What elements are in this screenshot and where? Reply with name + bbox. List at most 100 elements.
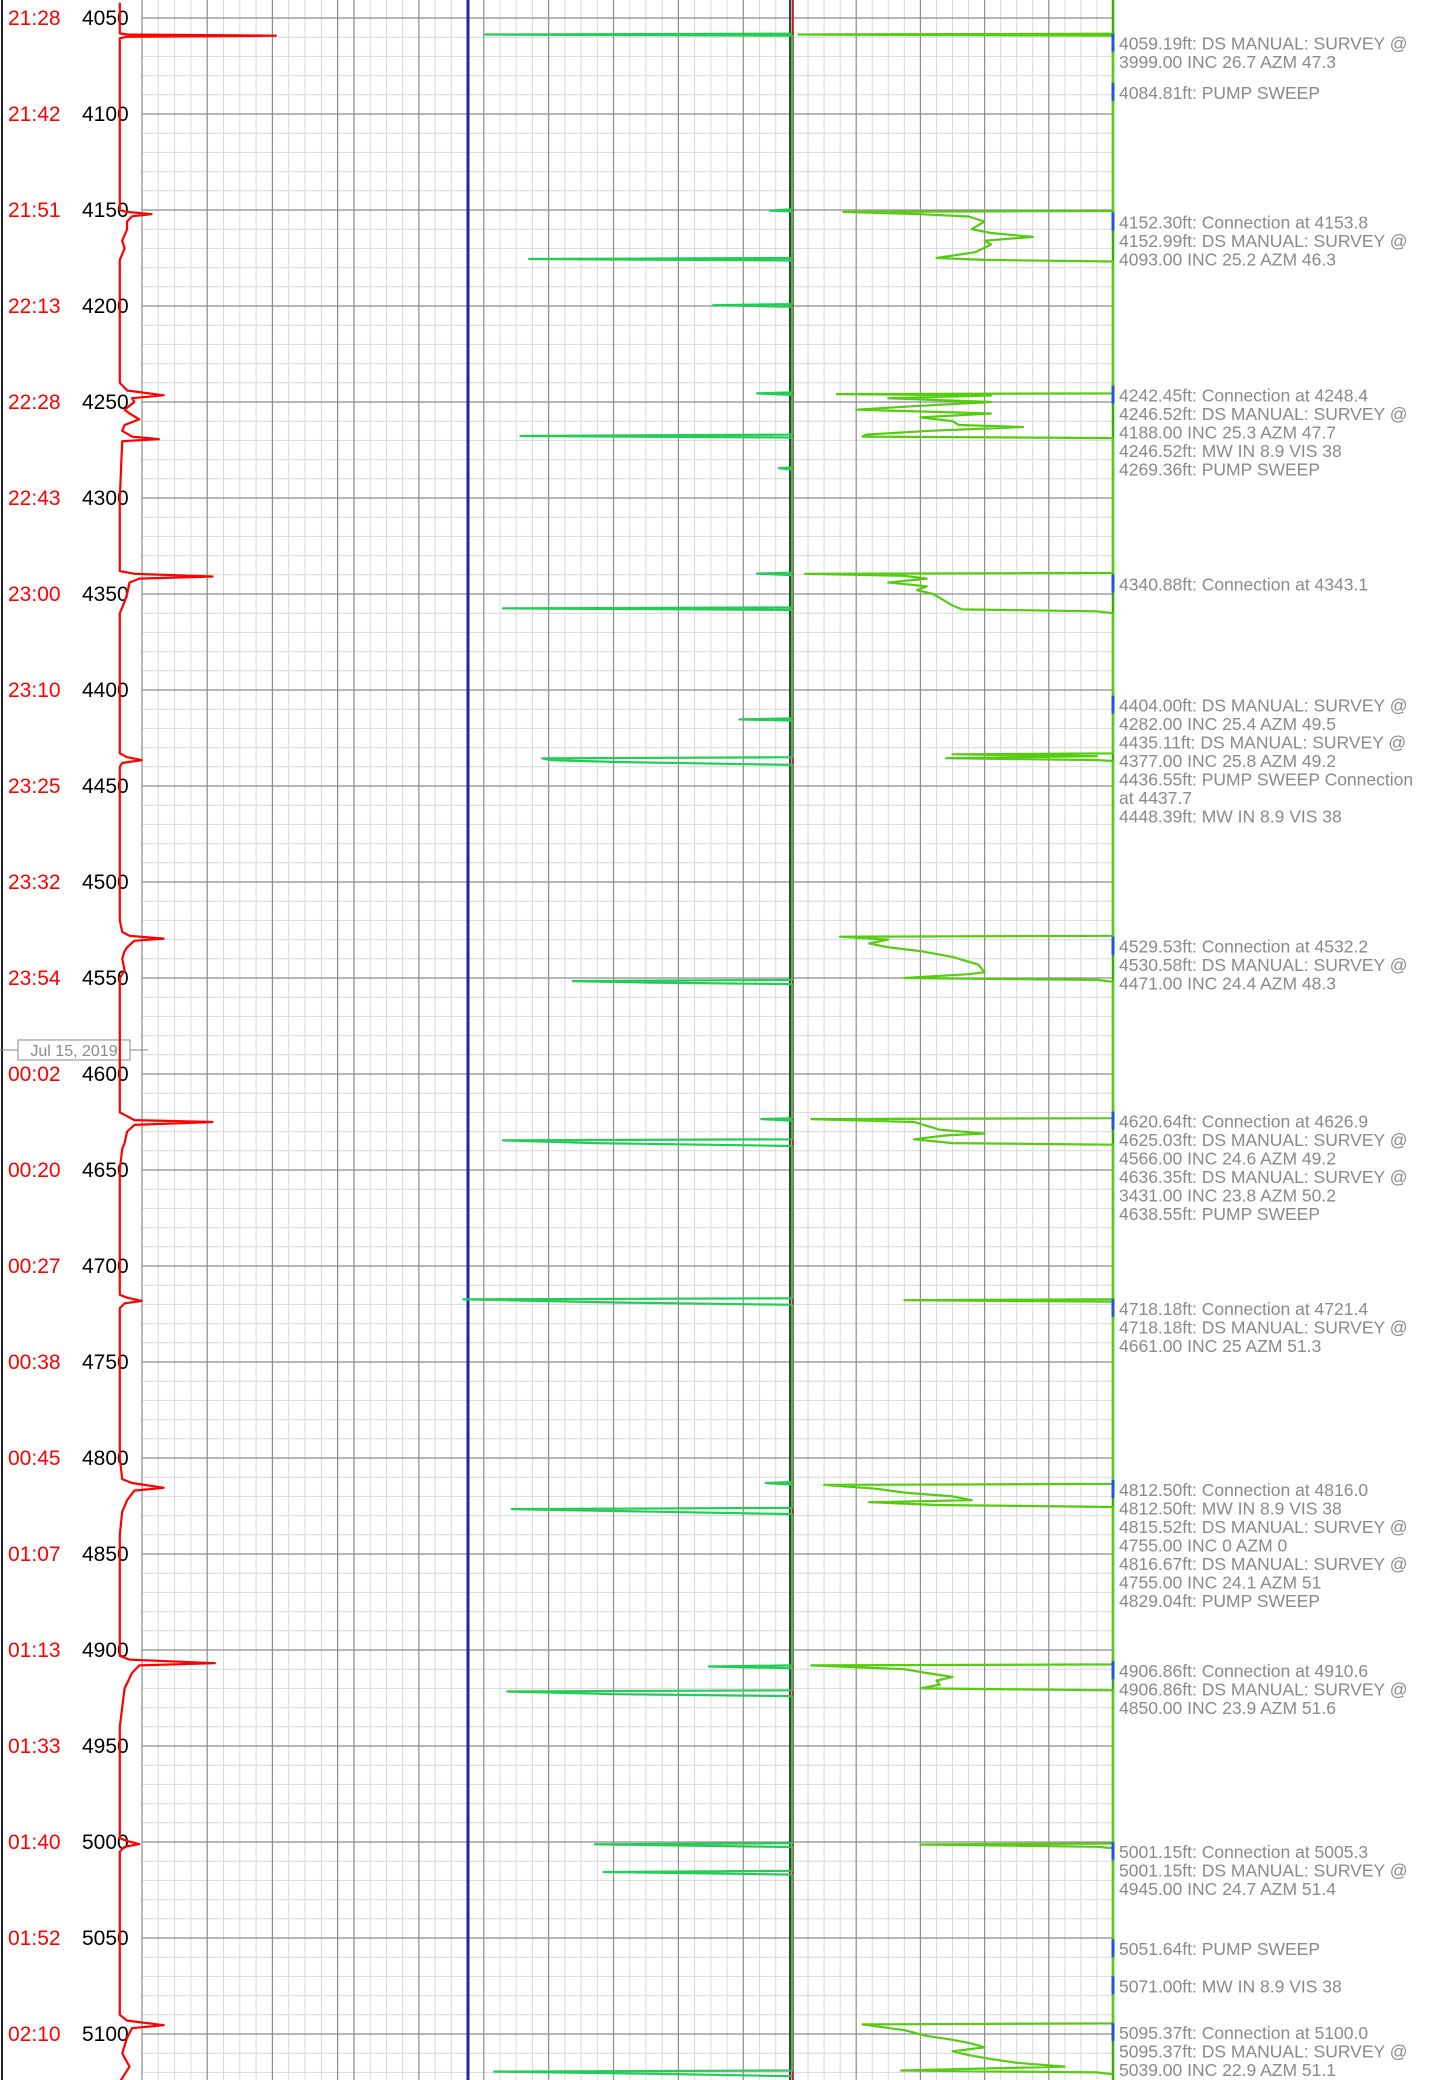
remark-line: 4620.64ft: Connection at 4626.9 (1119, 1112, 1368, 1132)
remark-line: 4945.00 INC 24.7 AZM 51.4 (1119, 1879, 1336, 1899)
time-label: 01:52 (8, 1927, 61, 1950)
time-label: 23:54 (8, 967, 61, 990)
remark-line: 5039.00 INC 22.9 AZM 51.1 (1119, 2060, 1336, 2080)
depth-label: 4200 (82, 295, 129, 318)
remark-line: 4829.04ft: PUMP SWEEP (1119, 1591, 1320, 1611)
remark-line: 4436.55ft: PUMP SWEEP Connection (1119, 770, 1413, 790)
remark-line: 4242.45ft: Connection at 4248.4 (1119, 386, 1368, 406)
depth-label: 4150 (82, 199, 129, 222)
remarks-column: 4059.19ft: DS MANUAL: SURVEY @3999.00 IN… (1111, 33, 1413, 2080)
depth-label: 5050 (82, 1927, 129, 1950)
remark-line: 4152.30ft: Connection at 4153.8 (1119, 212, 1368, 232)
time-label: 00:45 (8, 1447, 61, 1470)
remark-line: 4906.86ft: Connection at 4910.6 (1119, 1661, 1368, 1681)
time-label: 01:07 (8, 1543, 61, 1566)
remark-line: 4093.00 INC 25.2 AZM 46.3 (1119, 249, 1336, 269)
remark-line: 5051.64ft: PUMP SWEEP (1119, 1939, 1320, 1959)
time-label: 22:13 (8, 295, 61, 318)
track-borders (1, 0, 1115, 2080)
time-label: 23:00 (8, 583, 61, 606)
remark-line: 4282.00 INC 25.4 AZM 49.5 (1119, 714, 1336, 734)
depth-label: 4500 (82, 871, 129, 894)
depth-label: 4450 (82, 775, 129, 798)
time-label: 22:43 (8, 487, 61, 510)
depth-time-labels: 21:28 4050 21:42 4100 21:51 4150 22:13 4200 22:2… (8, 7, 129, 2046)
remark-line: 4850.00 INC 23.9 AZM 51.6 (1119, 1698, 1336, 1718)
track1-curve (118, 2, 277, 2080)
depth-label: 4300 (82, 487, 129, 510)
remark-line: 4530.58ft: DS MANUAL: SURVEY @ (1119, 955, 1408, 975)
remark-line: 3431.00 INC 23.8 AZM 50.2 (1119, 1186, 1336, 1206)
depth-label: 4600 (82, 1063, 129, 1086)
time-label: 02:10 (8, 2023, 61, 2046)
time-label: 00:27 (8, 1255, 61, 1278)
date-marker-label: Jul 15, 2019 (30, 1043, 117, 1060)
remark-line: 4471.00 INC 24.4 AZM 48.3 (1119, 974, 1336, 994)
remark-line: 4638.55ft: PUMP SWEEP (1119, 1204, 1320, 1224)
track2-curve (462, 32, 794, 2078)
remark-line: at 4437.7 (1119, 788, 1192, 808)
remark-line: 4566.00 INC 24.6 AZM 49.2 (1119, 1149, 1336, 1169)
major-grid (141, 0, 1114, 2080)
depth-label: 4750 (82, 1351, 129, 1374)
remark-line: 4188.00 INC 25.3 AZM 47.7 (1119, 423, 1336, 443)
time-label: 21:28 (8, 7, 61, 30)
remark-line: 4404.00ft: DS MANUAL: SURVEY @ (1119, 696, 1408, 716)
remark-line: 4816.67ft: DS MANUAL: SURVEY @ (1119, 1554, 1408, 1574)
time-label: 01:13 (8, 1639, 61, 1662)
depth-label: 4950 (82, 1735, 129, 1758)
remark-line: 4084.81ft: PUMP SWEEP (1119, 83, 1320, 103)
track3-curve (797, 32, 1115, 2076)
remark-line: 4718.18ft: Connection at 4721.4 (1119, 1299, 1368, 1319)
curves (118, 2, 1115, 2080)
time-label: 23:10 (8, 679, 61, 702)
time-label: 01:33 (8, 1735, 61, 1758)
remark-line: 5001.15ft: DS MANUAL: SURVEY @ (1119, 1861, 1408, 1881)
remark-line: 4377.00 INC 25.8 AZM 49.2 (1119, 751, 1336, 771)
remark-line: 4812.50ft: Connection at 4816.0 (1119, 1480, 1368, 1500)
time-label: 22:28 (8, 391, 61, 414)
minor-grid (142, 0, 1113, 2080)
remark-line: 4059.19ft: DS MANUAL: SURVEY @ (1119, 34, 1408, 54)
depth-label: 5000 (82, 1831, 129, 1854)
depth-label: 4350 (82, 583, 129, 606)
depth-label: 4650 (82, 1159, 129, 1182)
remark-line: 3999.00 INC 26.7 AZM 47.3 (1119, 52, 1336, 72)
time-label: 00:20 (8, 1159, 61, 1182)
remark-line: 4269.36ft: PUMP SWEEP (1119, 460, 1320, 480)
depth-label: 4800 (82, 1447, 129, 1470)
remark-line: 4435.11ft: DS MANUAL: SURVEY @ (1119, 733, 1406, 753)
remark-line: 5095.37ft: Connection at 5100.0 (1119, 2023, 1368, 2043)
remark-line: 4246.52ft: DS MANUAL: SURVEY @ (1119, 404, 1408, 424)
remark-line: 4529.53ft: Connection at 4532.2 (1119, 937, 1368, 957)
time-label: 00:02 (8, 1063, 61, 1086)
remark-line: 4636.35ft: DS MANUAL: SURVEY @ (1119, 1167, 1408, 1187)
remark-line: 4340.88ft: Connection at 4343.1 (1119, 574, 1368, 594)
remark-line: 4152.99ft: DS MANUAL: SURVEY @ (1119, 231, 1408, 251)
remark-line: 5095.37ft: DS MANUAL: SURVEY @ (1119, 2042, 1408, 2062)
time-label: 01:40 (8, 1831, 61, 1854)
remark-line: 4625.03ft: DS MANUAL: SURVEY @ (1119, 1130, 1408, 1150)
depth-label: 5100 (82, 2023, 129, 2046)
remark-line: 4246.52ft: MW IN 8.9 VIS 38 (1119, 441, 1342, 461)
depth-label: 4850 (82, 1543, 129, 1566)
remark-line: 4812.50ft: MW IN 8.9 VIS 38 (1119, 1499, 1342, 1519)
remark-line: 4815.52ft: DS MANUAL: SURVEY @ (1119, 1517, 1408, 1537)
remark-line: 4718.18ft: DS MANUAL: SURVEY @ (1119, 1317, 1408, 1337)
time-label: 21:42 (8, 103, 61, 126)
depth-label: 4700 (82, 1255, 129, 1278)
time-label: 23:32 (8, 871, 61, 894)
time-label: 21:51 (8, 199, 61, 222)
time-label: 23:25 (8, 775, 61, 798)
depth-label: 4050 (82, 7, 129, 30)
remark-line: 5001.15ft: Connection at 5005.3 (1119, 1842, 1368, 1862)
depth-label: 4550 (82, 967, 129, 990)
remark-line: 5071.00ft: MW IN 8.9 VIS 38 (1119, 1976, 1342, 1996)
depth-label: 4400 (82, 679, 129, 702)
remark-line: 4755.00 INC 0 AZM 0 (1119, 1536, 1288, 1556)
depth-label: 4250 (82, 391, 129, 414)
depth-label: 4900 (82, 1639, 129, 1662)
remark-line: 4755.00 INC 24.1 AZM 51 (1119, 1573, 1321, 1593)
remark-line: 4661.00 INC 25 AZM 51.3 (1119, 1336, 1321, 1356)
